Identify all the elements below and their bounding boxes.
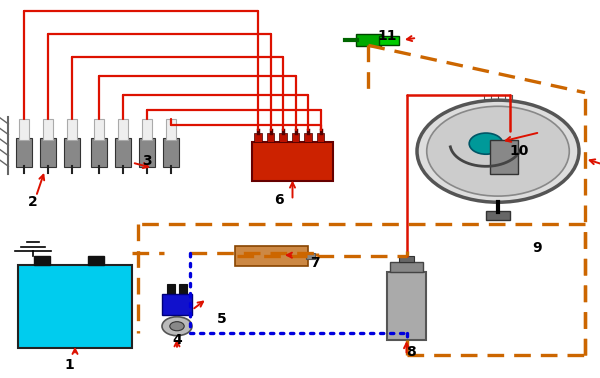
Circle shape bbox=[469, 133, 503, 154]
FancyBboxPatch shape bbox=[235, 246, 308, 266]
Text: 5: 5 bbox=[217, 312, 227, 327]
FancyBboxPatch shape bbox=[91, 138, 107, 167]
FancyBboxPatch shape bbox=[306, 253, 315, 259]
FancyBboxPatch shape bbox=[317, 133, 324, 142]
FancyBboxPatch shape bbox=[254, 133, 262, 142]
Text: 8: 8 bbox=[406, 344, 416, 359]
FancyBboxPatch shape bbox=[43, 119, 53, 140]
Text: 2: 2 bbox=[28, 195, 38, 209]
Circle shape bbox=[170, 322, 184, 331]
FancyBboxPatch shape bbox=[139, 138, 155, 167]
Circle shape bbox=[417, 100, 579, 202]
Circle shape bbox=[162, 317, 192, 336]
FancyBboxPatch shape bbox=[118, 119, 128, 140]
FancyBboxPatch shape bbox=[64, 138, 80, 167]
FancyBboxPatch shape bbox=[94, 119, 104, 140]
FancyBboxPatch shape bbox=[167, 284, 175, 297]
Text: 1: 1 bbox=[64, 358, 74, 372]
FancyBboxPatch shape bbox=[142, 119, 152, 140]
Text: 6: 6 bbox=[274, 193, 284, 208]
Text: 7: 7 bbox=[310, 256, 320, 270]
FancyBboxPatch shape bbox=[88, 256, 104, 265]
FancyBboxPatch shape bbox=[166, 119, 176, 140]
FancyBboxPatch shape bbox=[18, 265, 132, 348]
FancyBboxPatch shape bbox=[267, 133, 274, 142]
FancyBboxPatch shape bbox=[16, 138, 32, 167]
FancyBboxPatch shape bbox=[387, 272, 426, 340]
FancyBboxPatch shape bbox=[179, 284, 187, 297]
Text: 4: 4 bbox=[172, 333, 182, 347]
Circle shape bbox=[427, 106, 569, 196]
FancyBboxPatch shape bbox=[19, 119, 29, 140]
FancyBboxPatch shape bbox=[67, 119, 77, 140]
FancyBboxPatch shape bbox=[304, 133, 311, 142]
FancyBboxPatch shape bbox=[162, 294, 192, 315]
FancyBboxPatch shape bbox=[398, 256, 415, 262]
FancyBboxPatch shape bbox=[280, 133, 287, 142]
FancyBboxPatch shape bbox=[356, 34, 381, 46]
FancyBboxPatch shape bbox=[390, 262, 423, 272]
FancyBboxPatch shape bbox=[34, 256, 50, 265]
FancyBboxPatch shape bbox=[292, 133, 299, 142]
Text: 10: 10 bbox=[509, 144, 529, 158]
FancyBboxPatch shape bbox=[252, 142, 333, 181]
Text: 9: 9 bbox=[532, 240, 542, 255]
FancyBboxPatch shape bbox=[163, 138, 179, 167]
FancyBboxPatch shape bbox=[486, 211, 510, 220]
Text: 11: 11 bbox=[377, 29, 397, 43]
FancyBboxPatch shape bbox=[115, 138, 131, 167]
FancyBboxPatch shape bbox=[379, 36, 399, 45]
Text: 3: 3 bbox=[142, 153, 152, 168]
FancyBboxPatch shape bbox=[40, 138, 56, 167]
FancyBboxPatch shape bbox=[490, 140, 518, 174]
